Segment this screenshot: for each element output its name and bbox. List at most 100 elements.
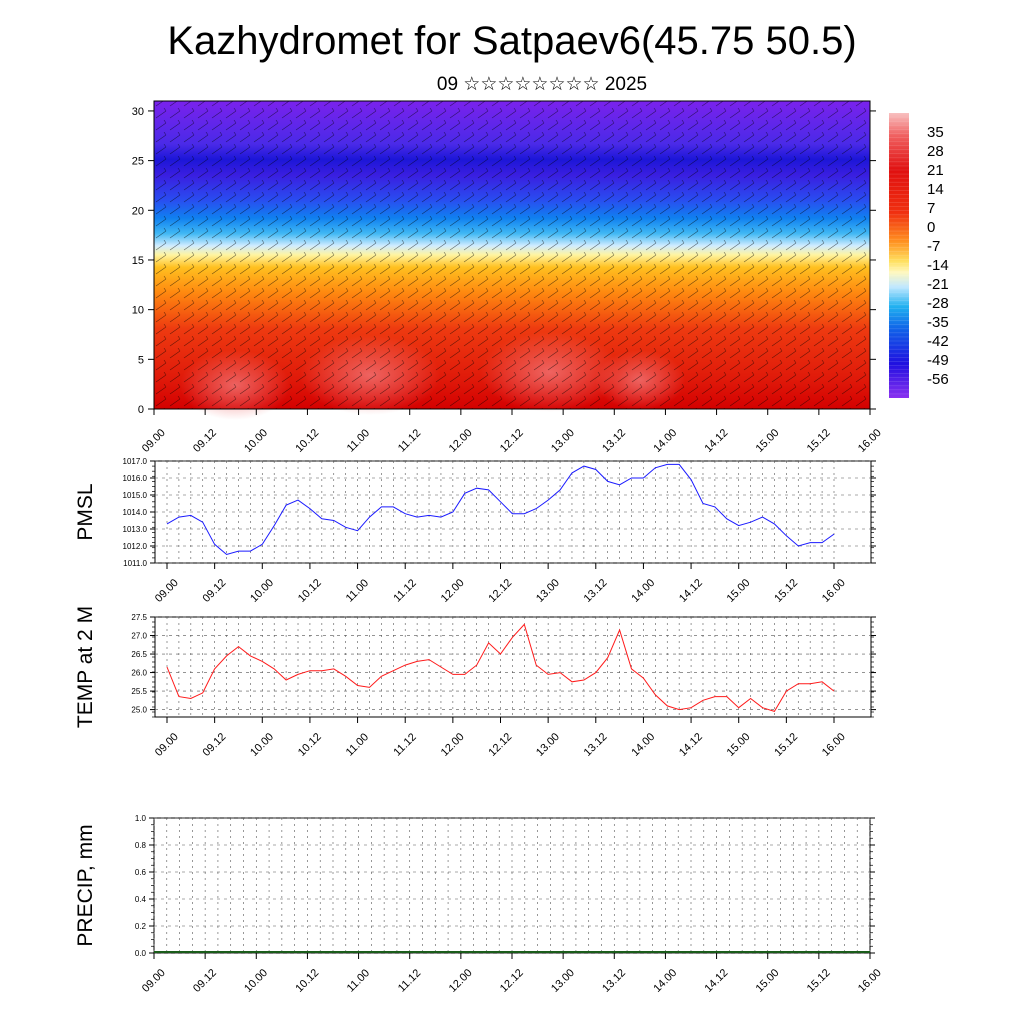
colorbar-label: -28 [927,295,949,312]
temp-xtick-label: 11.12 [391,731,418,758]
precip-ytick-label: 0.6 [135,868,147,877]
colorbar-label: 0 [927,219,935,236]
temp-panel: 25.0 25.5 26.0 26.5 27.0 27.5 09.00 09.12 10.00 1… [74,606,876,759]
temp-series-line [166,623,835,712]
pmsl-xtick-label: 11.12 [391,577,418,604]
pmsl-xtick-label: 10.12 [296,577,324,605]
precip-xtick-label: 12.12 [498,967,526,995]
field-xtick-label: 11.00 [345,427,372,454]
precip-xtick-label: 14.00 [651,967,679,995]
temp-xtick-label: 12.12 [486,731,514,759]
precip-xtick-label: 15.12 [805,967,833,995]
pmsl-panel: 1011.0 1012.0 1013.0 1014.0 1015.0 1016.0 1017… [74,457,876,605]
temp-xtick-label: 12.00 [439,731,467,759]
temp-xtick-label: 14.00 [629,731,657,759]
pmsl-ytick-label: 1017.0 [123,457,148,466]
field-xtick-label: 14.00 [651,427,679,455]
field-ytick-label: 15 [132,255,144,267]
temp-ytick-label: 25.0 [131,706,147,715]
pmsl-ytick-label: 1011.0 [123,559,147,568]
colorbar-legend: 35 28 21 14 7 0 -7 -14 -21 -28 -35 -42 -49 -56 [889,113,949,398]
pmsl-xtick-label: 15.00 [725,577,753,605]
temp-xtick-label: 09.00 [153,731,181,759]
wind-barbs [154,101,870,409]
temp-xtick-label: 15.12 [772,731,800,759]
pmsl-xtick-label: 09.00 [153,577,181,605]
temp-xtick-label: 15.00 [725,731,753,759]
precip-xtick-label: 16.00 [856,967,884,995]
temp-ytick-label: 26.0 [131,669,147,678]
temp-xtick-label: 13.12 [582,731,610,759]
temp-xtick-label: 11.00 [344,731,371,758]
precip-ytick-label: 0.2 [135,922,147,931]
colorbar-label: -56 [927,371,949,388]
temp-xtick-label: 16.00 [820,731,848,759]
temp-xtick-label: 10.00 [248,731,276,759]
pmsl-xtick-label: 16.00 [820,577,848,605]
temp-ytick-label: 27.0 [131,632,147,641]
temp-ytick-label: 26.5 [131,650,147,659]
pmsl-ytick-label: 1014.0 [123,508,148,517]
field-xtick-label: 09.12 [191,427,219,455]
pmsl-xtick-label: 14.12 [677,577,705,605]
field-xtick-label: 16.00 [856,427,884,455]
temp-xtick-label: 09.12 [201,731,229,759]
precip-ytick-label: 0.0 [135,949,147,958]
precip-xtick-label: 09.00 [140,967,168,995]
field-ytick-label: 5 [138,354,144,366]
pmsl-xtick-label: 10.00 [248,577,276,605]
pmsl-ytick-label: 1015.0 [123,491,148,500]
pmsl-xtick-label: 11.00 [344,577,371,604]
temp-ytick-label: 25.5 [131,687,147,696]
temp-xtick-label: 14.12 [677,731,705,759]
precip-xtick-label: 12.00 [447,967,475,995]
temp-xtick-label: 13.00 [534,731,562,759]
pmsl-xtick-label: 12.12 [486,577,514,605]
colorbar-label: -21 [927,276,949,293]
pmsl-series-line [166,463,835,556]
field-xtick-label: 09.00 [140,427,168,455]
colorbar-label: 35 [927,124,944,141]
temp-ytick-label: 27.5 [131,613,147,622]
chart-title: Kazhydromet for Satpaev6(45.75 50.5) [167,19,857,63]
precip-xtick-label: 13.00 [549,967,577,995]
field-xtick-label: 13.12 [600,427,628,455]
pmsl-xtick-label: 15.12 [772,577,800,605]
precip-ytick-label: 0.4 [135,895,147,904]
temp-ylabel: TEMP at 2 M [74,606,97,728]
precip-xtick-label: 09.12 [191,967,219,995]
precip-xtick-label: 15.00 [754,967,782,995]
colorbar-label: -14 [927,257,949,274]
wind-temperature-cross-section: 0 5 10 15 20 25 30 09.00 09.12 10.00 10.12 11.00 11.… [132,100,884,455]
pmsl-ylabel: PMSL [74,483,97,540]
pmsl-xtick-label: 14.00 [629,577,657,605]
pmsl-ytick-label: 1013.0 [123,525,148,534]
colorbar-ramp [889,113,909,398]
field-ytick-label: 30 [132,106,144,118]
chart-subtitle: 09 ☆☆☆☆☆☆☆☆ 2025 [436,74,648,95]
precip-xtick-label: 11.12 [396,967,423,994]
field-ytick-label: 25 [132,156,144,168]
pmsl-ytick-label: 1016.0 [123,474,148,483]
colorbar-label: -49 [927,352,949,369]
precip-xtick-label: 10.00 [242,967,270,995]
field-xtick-label: 10.12 [293,427,321,455]
colorbar-label: 14 [927,181,944,198]
temp-xtick-label: 10.12 [296,731,324,759]
precip-xtick-label: 10.12 [293,967,321,995]
pmsl-xtick-label: 13.00 [534,577,562,605]
field-xtick-label: 15.00 [754,427,782,455]
pmsl-ytick-label: 1012.0 [123,542,148,551]
pmsl-xtick-label: 13.12 [582,577,610,605]
precip-xtick-label: 14.12 [702,967,730,995]
field-ytick-label: 0 [138,404,144,416]
colorbar-label: -7 [927,238,940,255]
colorbar-label: -35 [927,314,949,331]
field-xtick-label: 14.12 [702,427,730,455]
precip-ytick-label: 1.0 [135,814,147,823]
field-xtick-label: 15.12 [805,427,833,455]
precip-panel: 0.0 0.2 0.4 0.6 0.8 1.0 09.00 09.12 10.00 10.12 11… [74,814,884,995]
field-xtick-label: 12.12 [498,427,526,455]
field-ytick-label: 20 [132,205,144,217]
field-ytick-label: 10 [132,305,144,317]
